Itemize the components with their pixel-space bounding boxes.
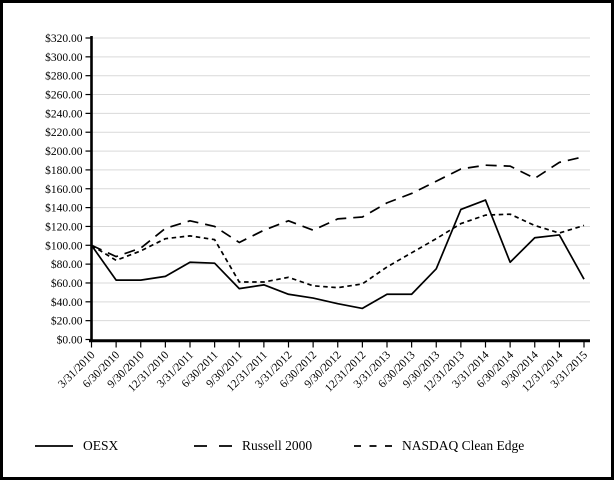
svg-text:$320.00: $320.00 [45, 32, 83, 45]
legend-item-oesx: OESX [34, 436, 118, 456]
svg-text:$20.00: $20.00 [51, 315, 83, 328]
solid-line-sample [35, 445, 73, 447]
gridlines [91, 37, 590, 322]
svg-text:$220.00: $220.00 [45, 126, 83, 139]
svg-text:$0.00: $0.00 [57, 334, 83, 347]
svg-text:$80.00: $80.00 [51, 258, 83, 271]
x-axis-labels: 3/31/20106/30/20109/30/201012/31/20103/3… [56, 342, 590, 395]
series-line-nasdaq-clean-edge [91, 213, 585, 289]
series-line-oesx [90, 199, 585, 310]
svg-text:$120.00: $120.00 [45, 220, 83, 233]
svg-text:$140.00: $140.00 [45, 202, 83, 215]
y-axis-labels: $0.00 $20.00 $40.00 $60.00 $80.00 $100.00 $120… [45, 32, 92, 347]
legend-item-russell-2000: Russell 2000 [193, 436, 312, 456]
svg-text:$160.00: $160.00 [45, 183, 83, 196]
performance-chart-plot: $0.00 $20.00 $40.00 $60.00 $80.00 $100.00 $120… [45, 32, 590, 395]
svg-text:$260.00: $260.00 [45, 89, 83, 102]
svg-text:$40.00: $40.00 [51, 296, 83, 309]
svg-text:$280.00: $280.00 [45, 70, 83, 83]
svg-text:$60.00: $60.00 [51, 277, 83, 290]
svg-text:$300.00: $300.00 [45, 51, 83, 64]
svg-text:$180.00: $180.00 [45, 164, 83, 177]
chart-legend: OESX Russell 2000 NASDAQ Clean Edge [3, 436, 611, 458]
legend-item-nasdaq-clean-edge: NASDAQ Clean Edge [353, 436, 524, 456]
svg-text:$240.00: $240.00 [45, 107, 83, 120]
legend-label-nasdaq-clean-edge: NASDAQ Clean Edge [402, 438, 525, 453]
short-dash-line-sample [354, 445, 392, 447]
legend-label-russell-2000: Russell 2000 [242, 438, 313, 453]
long-dash-line-sample [194, 445, 232, 447]
svg-text:$100.00: $100.00 [45, 239, 83, 252]
series-line-russell-2000 [91, 155, 585, 258]
legend-label-oesx: OESX [83, 438, 119, 453]
svg-text:$200.00: $200.00 [45, 145, 83, 158]
